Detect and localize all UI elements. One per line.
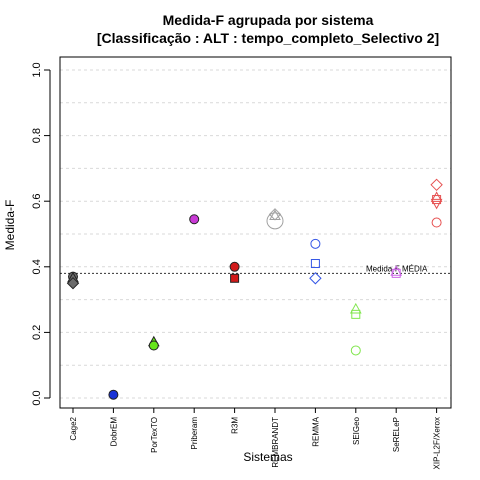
data-point-xip-l2f-xerox (430, 191, 443, 202)
data-point-xip-l2f-xerox (430, 178, 443, 192)
y-tick-label: 0.6 (31, 194, 43, 209)
x-tick-label: R3M (231, 417, 240, 434)
y-tick-label: 1.0 (31, 62, 43, 77)
data-point-serelep (390, 265, 403, 276)
x-tick-label: REMMA (311, 416, 320, 446)
x-tick-label: DobrEM (109, 417, 118, 447)
grid-lines (60, 69, 451, 399)
data-point-rembrandt (266, 212, 284, 230)
data-point-r3m (230, 273, 240, 283)
x-tick-label: XIP-L2F/Xerox (433, 417, 442, 469)
x-tick-label: SEIGeo (352, 416, 361, 445)
x-tick-label: PorTexTO (150, 417, 159, 453)
data-point-remma (310, 238, 321, 249)
y-axis: 0.0 0.2 0.4 0.6 0.8 1.0 (31, 62, 51, 406)
data-point-xip-l2f-xerox (431, 217, 442, 228)
data-point-portexto (148, 340, 159, 351)
data-point-seigeo (349, 302, 362, 314)
y-axis-label: Medida-F (3, 200, 17, 251)
data-point-remma (310, 259, 320, 269)
data-point-xip-l2f-xerox (430, 198, 443, 210)
data-point-dobrem (108, 389, 119, 400)
data-point-r3m (229, 261, 240, 272)
y-tick-label: 0.0 (31, 390, 43, 405)
data-point-serelep (391, 268, 401, 278)
y-tick-label: 0.4 (31, 259, 43, 274)
data-points (66, 178, 443, 400)
data-point-rembrandt (269, 209, 281, 220)
x-axis-label: Sistemas (243, 450, 292, 464)
chart-subtitle: [Classificação : ALT : tempo_completo_Se… (97, 30, 439, 46)
x-axis: Cage2 DobrEM PorTexTO Priberam R3M REMBRANDT R… (69, 407, 442, 469)
plot-border (59, 56, 452, 409)
data-point-seigeo (351, 309, 361, 319)
x-tick-label: SeRELeP (392, 417, 401, 452)
data-point-remma (309, 272, 322, 285)
y-tick-label: 0.8 (31, 128, 43, 143)
x-tick-label: Priberam (190, 417, 199, 450)
data-point-cage2 (66, 276, 80, 290)
x-tick-label: REMBRANDT (271, 417, 280, 468)
data-point-seigeo (350, 345, 361, 356)
chart-title: Medida-F agrupada por sistema (163, 12, 374, 28)
data-point-priberam (189, 214, 200, 225)
y-tick-label: 0.2 (31, 325, 43, 340)
x-tick-label: Cage2 (69, 416, 78, 440)
